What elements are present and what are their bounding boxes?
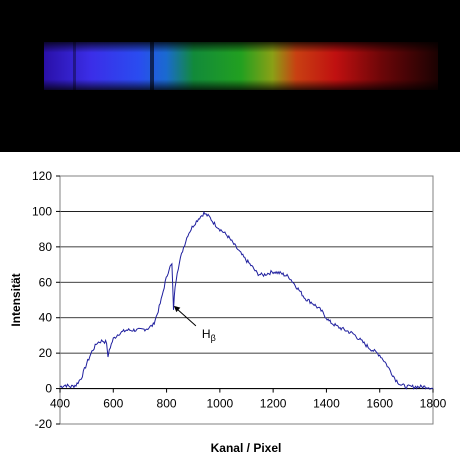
y-tick-label: 100	[32, 204, 52, 218]
x-tick-label: 1000	[207, 397, 234, 411]
intensity-line	[59, 210, 434, 390]
y-tick-label: 120	[32, 169, 52, 183]
annotation-label: Hβ	[202, 327, 216, 343]
x-tick-label: 1200	[260, 397, 287, 411]
y-tick-label: 0	[45, 382, 52, 396]
y-tick-label: 60	[39, 275, 53, 289]
x-axis: 400 600 800 1000 1200 1400 1600 1800	[50, 388, 447, 411]
spectrum-edge-fade	[44, 42, 438, 90]
x-tick-label: 800	[157, 397, 177, 411]
y-axis: -20 0 20 40 60 80 100 120	[32, 169, 60, 431]
y-tick-label: 80	[39, 240, 53, 254]
x-tick-label: 600	[103, 397, 123, 411]
spectrum-band	[44, 42, 438, 90]
annotation-arrow	[176, 308, 197, 327]
absorption-line	[73, 42, 76, 90]
hbeta-annotation: Hβ	[173, 305, 216, 343]
x-tick-label: 400	[50, 397, 70, 411]
x-tick-label: 1600	[366, 397, 393, 411]
absorption-line-hbeta	[150, 42, 154, 90]
x-axis-title: Kanal / Pixel	[211, 441, 282, 455]
y-tick-label: -20	[35, 417, 53, 431]
x-tick-label: 1800	[420, 397, 447, 411]
y-axis-title: Intensität	[9, 273, 23, 326]
y-tick-label: 40	[39, 311, 53, 325]
grid-lines	[60, 211, 433, 389]
annotation-arrowhead	[173, 305, 181, 313]
spectrum-chart: -20 0 20 40 60 80 100 120 400 600 800 1000 1200 1400…	[9, 169, 447, 455]
plot-frame	[59, 175, 434, 425]
spectrum-image	[0, 0, 460, 152]
x-tick-label: 1400	[313, 397, 340, 411]
y-tick-label: 20	[39, 346, 53, 360]
